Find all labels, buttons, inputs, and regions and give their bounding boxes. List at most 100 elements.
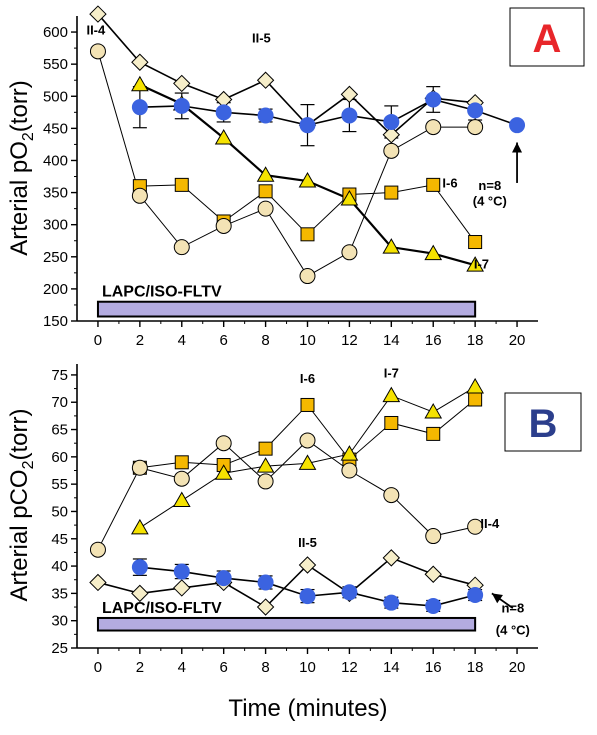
- annotation: II-5: [252, 30, 271, 45]
- y-axis-label-main: Arterial pO: [6, 141, 33, 256]
- data-point-II-4: [257, 200, 274, 217]
- data-point-n=8: [425, 91, 442, 108]
- annotation: (4 °C): [496, 622, 530, 637]
- data-point-I-7: [256, 457, 275, 473]
- data-point-I-6: [384, 185, 399, 200]
- data-point-I-6: [174, 177, 189, 192]
- y-axis-label-tail: (torr): [6, 80, 33, 132]
- annotation: n=8: [478, 178, 501, 193]
- x-tick-label: 4: [178, 659, 186, 676]
- annotation: I-6: [300, 371, 315, 386]
- data-point-I-7: [382, 386, 401, 403]
- treatment-bar: [96, 300, 477, 318]
- data-point-n=8: [173, 97, 190, 114]
- data-point-II-4: [299, 268, 316, 285]
- data-point-II-5: [131, 53, 149, 71]
- data-point-n=8: [467, 587, 484, 604]
- data-point-I-7: [466, 256, 484, 272]
- data-point-I-6: [426, 177, 441, 192]
- data-point-I-7: [131, 75, 149, 92]
- data-point-II-4: [173, 470, 190, 487]
- series-line-n=8: [139, 98, 518, 126]
- data-point-II-4: [383, 487, 400, 504]
- panel-letter: A: [533, 17, 562, 61]
- data-point-II-4: [383, 142, 400, 159]
- data-point-II-4: [131, 187, 148, 204]
- data-point-I-7: [424, 403, 443, 419]
- data-point-n=8: [131, 559, 148, 576]
- data-point-II-5: [382, 126, 401, 144]
- y-axis-label: Arterial pCO2(torr): [6, 409, 37, 602]
- data-point-I-6: [384, 415, 399, 430]
- data-point-II-4: [467, 119, 484, 136]
- x-tick-label: 16: [425, 659, 442, 676]
- data-point-I-7: [256, 166, 275, 182]
- data-point-I-7: [214, 128, 233, 145]
- y-tick-label: 600: [43, 24, 68, 41]
- y-axis-label-main: Arterial pCO: [6, 469, 33, 601]
- y-tick-label: 350: [43, 185, 68, 202]
- x-tick-label: 10: [299, 332, 316, 349]
- data-point-n=8: [299, 588, 316, 605]
- panel-b: 25 30 35 40 45 50 55 60 65 70 75 0 2 4 6 8 10 12 14 16 18 20 A…: [6, 364, 582, 676]
- data-point-I-6: [258, 441, 273, 456]
- data-point-II-4: [341, 462, 358, 479]
- data-point-I-7: [214, 464, 233, 480]
- data-point-II-4: [215, 217, 232, 234]
- data-point-I-7: [131, 518, 149, 535]
- data-point-I-6: [468, 392, 483, 407]
- y-tick-label: 400: [43, 152, 68, 169]
- y-tick-label: 550: [43, 56, 68, 73]
- y-axis-label-sub: 2: [20, 132, 37, 141]
- data-point-II-4: [215, 435, 232, 452]
- x-axis-label: Time (minutes): [228, 695, 387, 722]
- data-point-II-5: [340, 85, 359, 104]
- data-point-II-5: [89, 5, 107, 23]
- arrow-head: [491, 593, 503, 604]
- data-point-II-5: [256, 71, 275, 89]
- x-tick-label: 20: [509, 332, 526, 349]
- data-point-II-4: [173, 239, 190, 256]
- data-point-II-4: [299, 432, 316, 449]
- data-point-II-5: [256, 598, 275, 616]
- data-point-I-7: [424, 244, 443, 261]
- data-point-n=8: [257, 574, 274, 591]
- data-point-II-4: [425, 119, 442, 136]
- data-point-I-6: [300, 227, 315, 242]
- data-point-I-7: [172, 491, 191, 508]
- y-axis-label-tail: (torr): [6, 409, 33, 461]
- y-tick-label: 300: [43, 217, 68, 234]
- x-tick-label: 8: [261, 332, 269, 349]
- x-tick-label: 12: [341, 659, 358, 676]
- data-point-II-5: [131, 584, 149, 603]
- x-tick-label: 18: [467, 659, 484, 676]
- x-tick-label: 6: [220, 332, 228, 349]
- annotation: I-6: [442, 175, 457, 190]
- data-point-n=8: [425, 597, 442, 614]
- y-tick-label: 150: [43, 313, 68, 330]
- y-tick-label: 200: [43, 281, 68, 298]
- x-tick-label: 16: [425, 332, 442, 349]
- series-line-II-5: [97, 556, 476, 609]
- data-point-I-6: [426, 426, 441, 441]
- data-point-n=8: [509, 117, 526, 134]
- data-point-n=8: [215, 570, 232, 587]
- x-tick-label: 14: [383, 659, 400, 676]
- data-point-II-5: [173, 74, 191, 93]
- annotation: I-7: [384, 366, 399, 381]
- annotation: I-7: [474, 256, 489, 271]
- y-tick-label: 40: [51, 558, 68, 575]
- data-point-n=8: [383, 594, 400, 611]
- data-point-II-4: [89, 43, 106, 60]
- panel-a: 150 200 250 300 350 400 450 500 550 600 0 2 4 6 8 10 12 1…: [6, 5, 585, 349]
- x-tick-label: 18: [467, 332, 484, 349]
- data-point-II-5: [424, 565, 442, 583]
- data-point-II-4: [341, 244, 358, 261]
- data-point-n=8: [299, 117, 316, 134]
- data-point-II-4: [257, 473, 274, 490]
- data-point-II-4: [467, 518, 484, 535]
- y-tick-label: 25: [51, 640, 68, 657]
- data-point-I-7: [340, 445, 359, 461]
- x-tick-label: 12: [341, 332, 358, 349]
- x-tick-label: 20: [509, 659, 526, 676]
